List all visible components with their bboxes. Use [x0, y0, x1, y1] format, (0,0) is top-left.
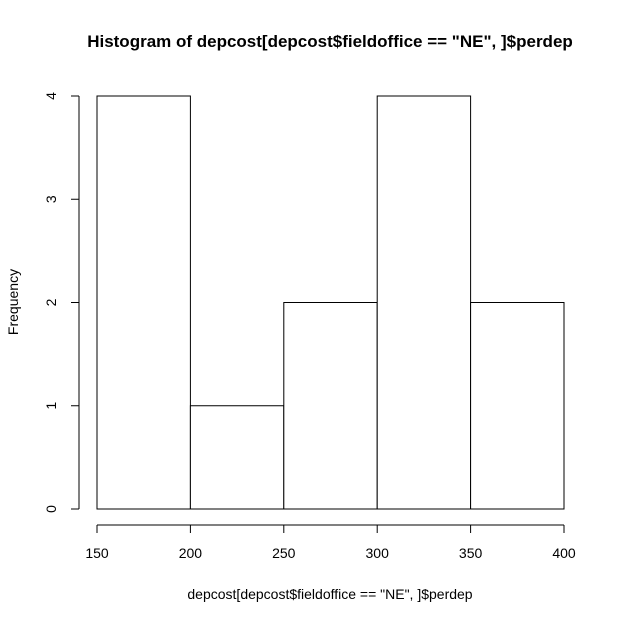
y-tick-label-2: 2: [43, 298, 59, 306]
histogram-bar-0: [96, 95, 191, 510]
y-axis: 0 1 2 3 4: [43, 92, 80, 513]
x-axis-label: depcost[depcost$fieldoffice == "NE", ]$p…: [187, 586, 472, 602]
x-axis: 150 200 250 300 350 400: [85, 524, 576, 561]
y-axis-label: Frequency: [5, 269, 21, 335]
x-tick-label-5: 400: [552, 545, 576, 561]
x-tick-label-4: 350: [459, 545, 483, 561]
x-tick-label-3: 300: [366, 545, 390, 561]
x-tick-label-2: 250: [272, 545, 296, 561]
x-tick-label-1: 200: [179, 545, 203, 561]
y-tick-label-4: 4: [43, 92, 59, 100]
y-tick-label-3: 3: [43, 195, 59, 203]
chart-title: Histogram of depcost[depcost$fieldoffice…: [87, 32, 573, 51]
y-tick-label-1: 1: [43, 402, 59, 410]
x-tick-label-0: 150: [85, 545, 109, 561]
histogram-bar-1: [189, 405, 285, 510]
histogram-bar-3: [376, 95, 472, 510]
y-tick-label-0: 0: [43, 505, 59, 513]
histogram-bar-2: [283, 302, 378, 510]
histogram-bar-4: [470, 302, 565, 510]
bars-group: [96, 95, 565, 510]
